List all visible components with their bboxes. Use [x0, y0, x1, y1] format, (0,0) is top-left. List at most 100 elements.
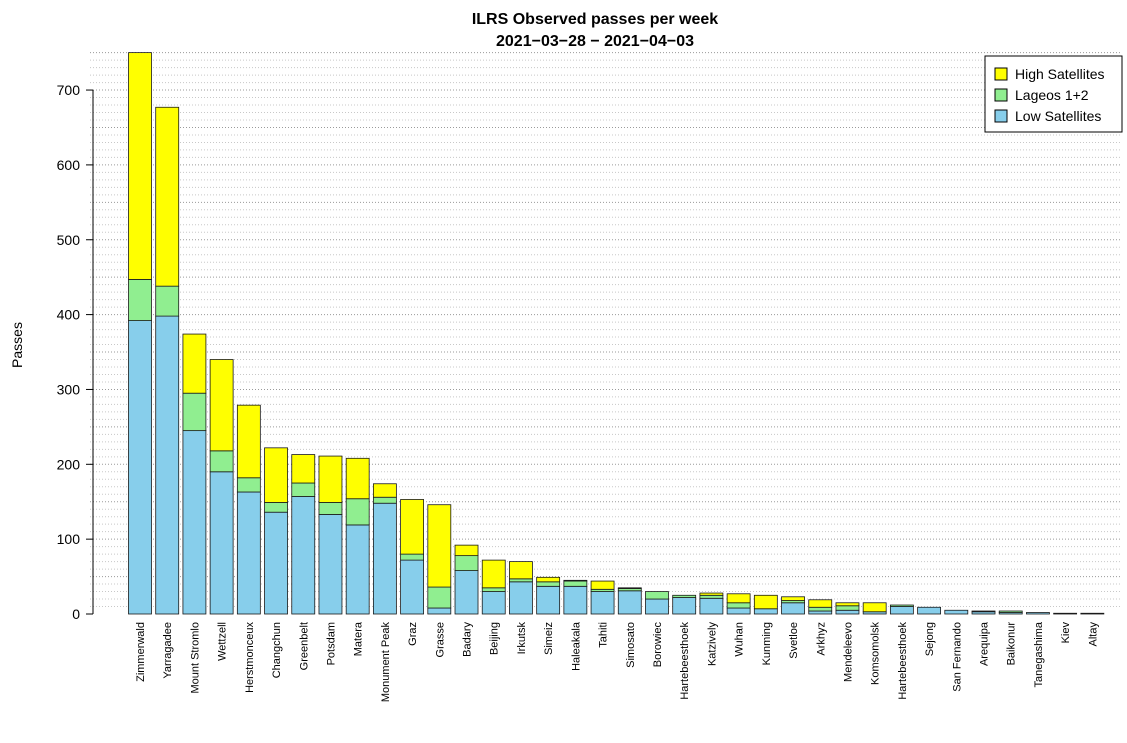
- bar-segment: [264, 447, 288, 503]
- bar-segment: [182, 430, 207, 615]
- bar-segment: [236, 477, 261, 493]
- legend-swatch: [994, 88, 1008, 102]
- bar-segment: [454, 555, 479, 571]
- bar-segment: [781, 596, 805, 601]
- x-tick-label: Irkutsk: [516, 622, 528, 655]
- x-tick-label: Herstmonceux: [244, 622, 256, 693]
- legend-label: Lageos 1+2: [1015, 87, 1089, 103]
- bar-segment: [862, 602, 887, 613]
- bar-segment: [318, 502, 343, 515]
- bar-segment: [372, 502, 397, 615]
- bar-segment: [536, 585, 561, 615]
- bar-segment: [291, 482, 316, 497]
- bar-segment: [699, 597, 724, 615]
- bar-segment: [971, 610, 996, 613]
- bar-segment: [699, 594, 724, 599]
- bar-segment: [835, 609, 860, 615]
- x-tick-label: Arkhyz: [815, 622, 827, 656]
- x-tick-label: Greenbelt: [298, 622, 310, 670]
- bar-segment: [264, 511, 288, 615]
- bar-segment: [400, 553, 425, 561]
- x-tick-label: Altay: [1087, 622, 1099, 647]
- bar-segment: [699, 592, 724, 596]
- bar-segment: [672, 594, 697, 598]
- bar-segment: [726, 607, 751, 615]
- y-tick-label: 700: [57, 82, 81, 98]
- bar-segment: [318, 514, 343, 615]
- bar-segment: [345, 457, 370, 500]
- x-tick-label: Tanegashima: [1033, 621, 1045, 687]
- x-tick-label: Arequipa: [979, 621, 991, 666]
- bar-segment: [318, 455, 343, 503]
- x-tick-labels: Zimmerwald Yarragadee Mount Stromlo Wettzel…: [135, 621, 1099, 702]
- bar-segment: [917, 606, 941, 615]
- bar-segment: [345, 498, 370, 526]
- bar-segment: [835, 605, 860, 611]
- x-tick-label: Potsdam: [325, 622, 337, 665]
- x-tick-label: Svetloe: [788, 622, 800, 659]
- bar-segment: [753, 594, 778, 610]
- bar-segment: [209, 450, 234, 473]
- bar-segment: [182, 392, 207, 432]
- bar-segment: [182, 333, 207, 394]
- bar-segment: [291, 496, 316, 615]
- bar-segment: [808, 599, 833, 608]
- bar-segment: [236, 491, 261, 615]
- x-tick-label: Katzively: [706, 622, 718, 667]
- chart-title: ILRS Observed passes per week: [472, 11, 718, 28]
- bar-segment: [481, 587, 506, 592]
- x-tick-label: Monument Peak: [380, 622, 392, 703]
- bar-segment: [563, 579, 588, 582]
- x-tick-label: Wettzell: [217, 622, 229, 661]
- bar-segment: [264, 502, 288, 513]
- bar-segment: [590, 591, 615, 615]
- bar-segment: [509, 561, 533, 580]
- x-tick-label: Hartebeesthoek: [679, 622, 691, 700]
- legend-swatch: [994, 67, 1008, 81]
- bar-segment: [400, 559, 425, 615]
- y-axis: 0 100 200 300 400 500 600 700: [57, 82, 94, 622]
- bar-segment: [345, 524, 370, 615]
- bar-segment: [400, 499, 425, 555]
- bar-segment: [1026, 612, 1050, 615]
- legend-swatch: [994, 109, 1008, 123]
- x-tick-label: Mount Stromlo: [189, 622, 201, 694]
- bar-segment: [427, 586, 452, 609]
- bar-segment: [209, 471, 234, 615]
- bar-segment: [155, 106, 180, 287]
- bar-segment: [726, 602, 751, 609]
- bar-segment: [291, 454, 316, 484]
- bar-segment: [427, 504, 452, 588]
- x-tick-label: San Fernando: [951, 622, 963, 692]
- bar-segment: [563, 580, 588, 587]
- x-tick-label: Changchun: [271, 622, 283, 678]
- bar-segment: [128, 279, 152, 321]
- y-tick-label: 600: [57, 157, 81, 173]
- x-tick-label: Wuhan: [734, 622, 746, 657]
- bar-segment: [645, 591, 669, 600]
- bar-segment: [427, 607, 452, 615]
- x-tick-label: Mendeleevo: [842, 622, 854, 682]
- bar-segment: [536, 576, 561, 583]
- bar-segment: [781, 602, 805, 615]
- bar-segment: [617, 587, 642, 589]
- bar-segment: [481, 591, 506, 615]
- x-tick-label: Kiev: [1060, 622, 1072, 644]
- x-tick-label: Matera: [353, 621, 365, 656]
- bar-segment: [481, 559, 506, 589]
- bar-segment: [998, 610, 1023, 613]
- bar-segment: [372, 496, 397, 504]
- bar-segment: [128, 52, 152, 280]
- bar-segment: [509, 581, 533, 615]
- chart-subtitle: 2021−03−28 − 2021−04−03: [496, 33, 694, 50]
- legend: High Satellites Lageos 1+2 Low Satellites: [984, 55, 1123, 133]
- bar-segment: [128, 320, 152, 615]
- bar-segment: [753, 608, 778, 615]
- bar-segment: [726, 593, 751, 604]
- x-tick-label: Zimmerwald: [135, 622, 147, 682]
- x-tick-label: Hartebeesthoek: [897, 622, 909, 700]
- bar-segment: [1080, 612, 1105, 615]
- bar-segment: [155, 315, 180, 615]
- x-tick-label: Beijing: [489, 622, 501, 655]
